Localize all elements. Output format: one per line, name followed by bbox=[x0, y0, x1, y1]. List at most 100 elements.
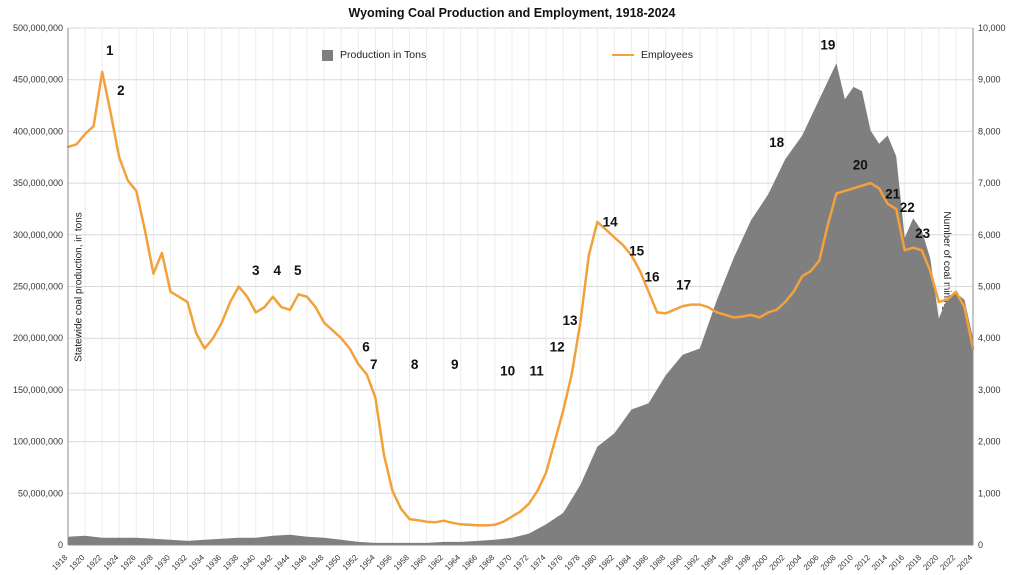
annotation-number: 9 bbox=[451, 357, 459, 372]
x-axis-tick-label: 2008 bbox=[819, 553, 838, 572]
right-axis-tick-label: 8,000 bbox=[978, 126, 1001, 136]
x-axis-tick-label: 1958 bbox=[392, 553, 411, 572]
left-axis-tick-label: 50,000,000 bbox=[18, 488, 63, 498]
annotation-number: 10 bbox=[500, 363, 515, 378]
x-axis-tick-label: 1954 bbox=[358, 553, 377, 572]
annotation-number: 15 bbox=[629, 244, 645, 259]
x-axis-tick-label: 1978 bbox=[563, 553, 582, 572]
production-swatch-icon bbox=[322, 49, 333, 61]
x-axis-tick-label: 1972 bbox=[511, 553, 530, 572]
x-axis-tick-label: 1948 bbox=[307, 553, 326, 572]
x-axis-tick-label: 1974 bbox=[529, 553, 548, 572]
x-axis-tick-label: 1940 bbox=[238, 553, 257, 572]
annotation-number: 14 bbox=[603, 215, 619, 230]
x-axis-tick-label: 2014 bbox=[870, 553, 889, 572]
x-axis-tick-label: 1996 bbox=[716, 553, 735, 572]
x-axis-tick-label: 1922 bbox=[85, 553, 104, 572]
annotation-number: 2 bbox=[117, 83, 125, 98]
legend-employees-label: Employees bbox=[641, 49, 693, 61]
x-axis-tick-label: 1930 bbox=[153, 553, 172, 572]
x-axis-tick-label: 2024 bbox=[955, 553, 974, 572]
x-axis-tick-label: 1986 bbox=[631, 553, 650, 572]
annotation-number: 1 bbox=[106, 43, 114, 58]
annotation-number: 7 bbox=[370, 357, 378, 372]
annotation-number: 22 bbox=[900, 200, 915, 215]
x-axis-tick-label: 1938 bbox=[221, 553, 240, 572]
right-axis-tick-label: 10,000 bbox=[978, 23, 1006, 33]
x-axis-tick-label: 1994 bbox=[699, 553, 718, 572]
x-axis-tick-label: 1982 bbox=[597, 553, 616, 572]
x-axis-tick-label: 2012 bbox=[853, 553, 872, 572]
x-axis-tick-label: 1988 bbox=[648, 553, 667, 572]
right-axis-tick-label: 5,000 bbox=[978, 282, 1001, 292]
annotation-number: 13 bbox=[562, 313, 578, 328]
x-axis-tick-label: 1992 bbox=[682, 553, 701, 572]
left-axis-tick-label: 200,000,000 bbox=[13, 333, 63, 343]
employees-swatch-icon bbox=[612, 54, 634, 56]
annotation-number: 21 bbox=[885, 187, 901, 202]
x-axis-tick-label: 2022 bbox=[938, 553, 957, 572]
left-axis-tick-label: 400,000,000 bbox=[13, 126, 63, 136]
x-axis-tick-label: 1946 bbox=[290, 553, 309, 572]
annotation-number: 5 bbox=[294, 263, 302, 278]
x-axis-tick-label: 2018 bbox=[904, 553, 923, 572]
left-axis-tick-label: 500,000,000 bbox=[13, 23, 63, 33]
right-axis-tick-label: 4,000 bbox=[978, 333, 1001, 343]
left-axis-tick-label: 0 bbox=[58, 540, 63, 550]
legend-item-employees: Employees bbox=[612, 49, 693, 61]
right-axis-tick-label: 3,000 bbox=[978, 385, 1001, 395]
x-axis-tick-label: 1924 bbox=[102, 553, 121, 572]
x-axis-tick-label: 1984 bbox=[614, 553, 633, 572]
x-axis-tick-label: 2002 bbox=[768, 553, 787, 572]
annotation-number: 18 bbox=[769, 135, 785, 150]
x-axis-tick-label: 2000 bbox=[751, 553, 770, 572]
annotation-number: 20 bbox=[853, 158, 868, 173]
x-axis-tick-label: 1998 bbox=[733, 553, 752, 572]
x-axis-tick-label: 1926 bbox=[119, 553, 138, 572]
chart-title: Wyoming Coal Production and Employment, … bbox=[348, 6, 676, 20]
production-area-series bbox=[68, 63, 973, 545]
annotation-number: 4 bbox=[273, 263, 281, 278]
employees-line-series bbox=[66, 70, 975, 527]
x-axis-tick-label: 1950 bbox=[324, 553, 343, 572]
legend-production-label: Production in Tons bbox=[340, 49, 427, 61]
x-axis-tick-label: 1960 bbox=[409, 553, 428, 572]
x-axis-tick-label: 1980 bbox=[580, 553, 599, 572]
x-axis-tick-label: 2010 bbox=[836, 553, 855, 572]
x-axis-tick-label: 1942 bbox=[255, 553, 274, 572]
x-axis-tick-label: 1952 bbox=[341, 553, 360, 572]
left-axis-tick-label: 100,000,000 bbox=[13, 437, 63, 447]
annotation-number: 16 bbox=[644, 269, 660, 284]
x-axis-tick-label: 1920 bbox=[68, 553, 87, 572]
annotation-number: 3 bbox=[252, 263, 260, 278]
right-axis-tick-label: 2,000 bbox=[978, 437, 1001, 447]
x-axis-tick-label: 2006 bbox=[802, 553, 821, 572]
x-axis-tick-label: 1990 bbox=[665, 553, 684, 572]
x-axis-tick-label: 1944 bbox=[272, 553, 291, 572]
x-axis-tick-label: 1934 bbox=[187, 553, 206, 572]
left-axis-tick-label: 350,000,000 bbox=[13, 178, 63, 188]
x-axis-tick-label: 1936 bbox=[204, 553, 223, 572]
annotation-number: 23 bbox=[915, 226, 931, 241]
annotation-number: 6 bbox=[362, 340, 370, 355]
annotation-number: 8 bbox=[411, 357, 419, 372]
right-axis-tick-label: 7,000 bbox=[978, 178, 1001, 188]
x-axis-tick-label: 1962 bbox=[426, 553, 445, 572]
left-axis-tick-label: 250,000,000 bbox=[13, 282, 63, 292]
x-axis-tick-label: 1956 bbox=[375, 553, 394, 572]
left-axis-tick-label: 300,000,000 bbox=[13, 230, 63, 240]
x-axis-tick-label: 1964 bbox=[443, 553, 462, 572]
x-axis-tick-label: 2016 bbox=[887, 553, 906, 572]
right-axis-tick-label: 6,000 bbox=[978, 230, 1001, 240]
annotation-number: 12 bbox=[550, 340, 565, 355]
x-axis-tick-label: 1918 bbox=[50, 553, 69, 572]
x-axis-tick-label: 1968 bbox=[477, 553, 496, 572]
x-axis-tick-label: 2020 bbox=[921, 553, 940, 572]
annotation-number: 17 bbox=[676, 278, 691, 293]
x-axis-tick-label: 1932 bbox=[170, 553, 189, 572]
x-axis-tick-label: 1976 bbox=[546, 553, 565, 572]
x-axis-tick-label: 1966 bbox=[460, 553, 479, 572]
right-axis-tick-label: 0 bbox=[978, 540, 983, 550]
right-axis-tick-label: 1,000 bbox=[978, 488, 1001, 498]
